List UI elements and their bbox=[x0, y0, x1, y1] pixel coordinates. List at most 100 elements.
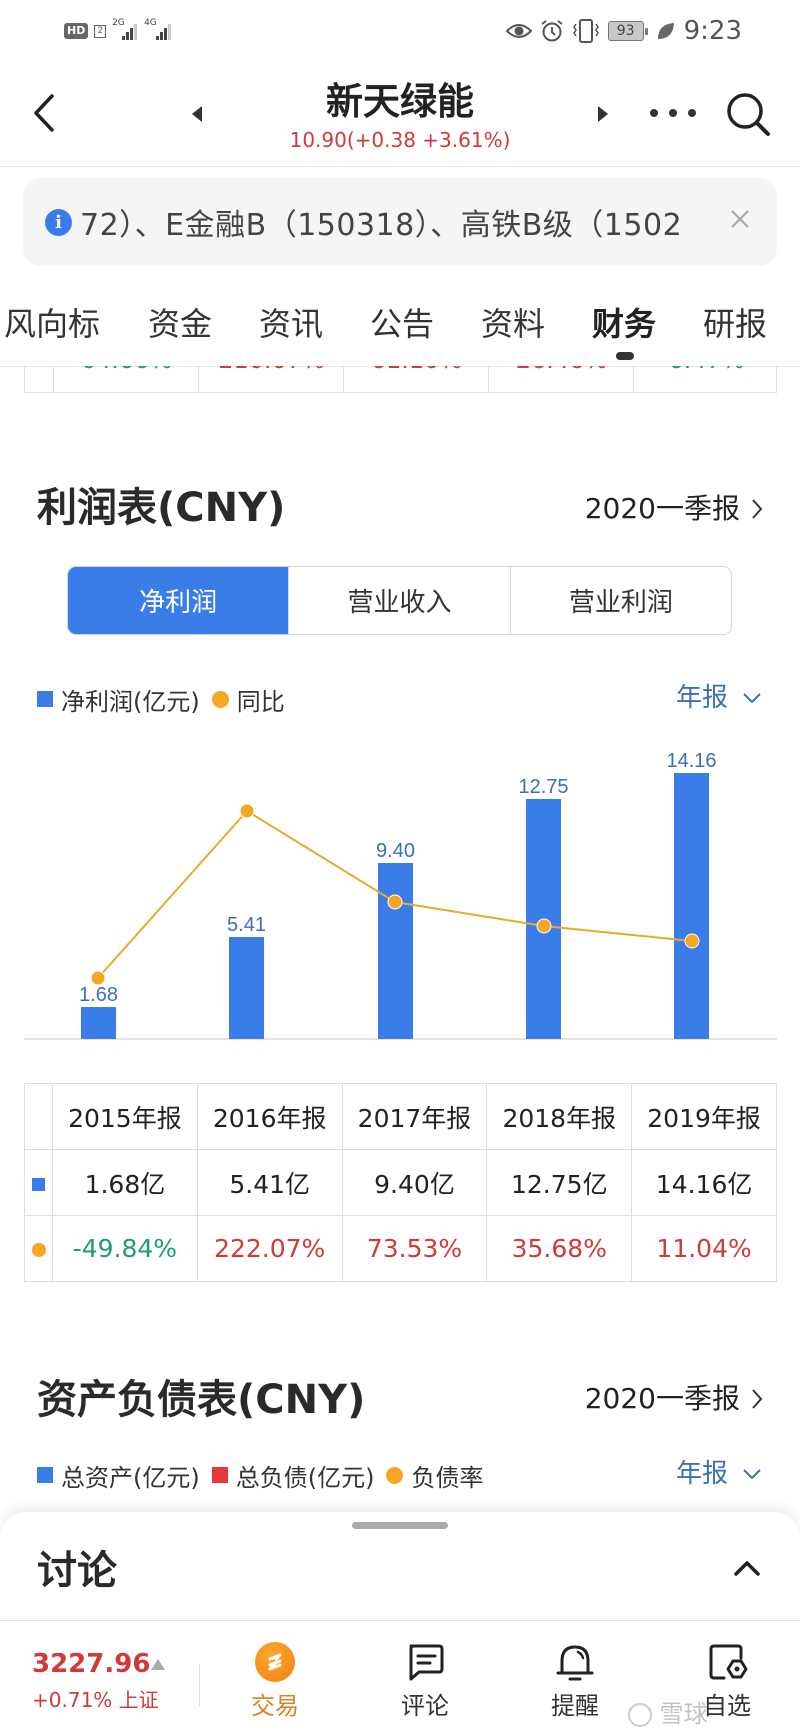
signal-4g-icon: 4G bbox=[144, 18, 174, 40]
frequency-label: 年报 bbox=[675, 1459, 728, 1489]
watermark-logo-icon bbox=[628, 1703, 652, 1727]
nav-alert[interactable]: 提醒 bbox=[525, 1640, 625, 1730]
income-metric-selector: 净利润 营业收入 营业利润 bbox=[67, 566, 732, 635]
table-cell: 5.41亿 bbox=[196, 1149, 343, 1216]
search-icon bbox=[727, 93, 770, 136]
legend-yoy: 同比 bbox=[236, 687, 285, 716]
bar-label: 9.40 bbox=[376, 840, 415, 862]
income-period-link[interactable]: 2020一季报 bbox=[585, 490, 764, 528]
segment-net-profit[interactable]: 净利润 bbox=[68, 567, 289, 634]
bar-2016 bbox=[229, 937, 264, 1039]
bar-2017 bbox=[378, 863, 413, 1039]
close-banner-button[interactable] bbox=[725, 204, 755, 234]
active-tab-indicator bbox=[616, 352, 634, 360]
chevron-left-icon bbox=[34, 94, 54, 132]
chevron-down-icon bbox=[743, 693, 761, 704]
search-button[interactable] bbox=[724, 90, 772, 138]
tab-financials[interactable]: 财务 bbox=[592, 305, 657, 343]
tab-profile[interactable]: 资料 bbox=[481, 305, 546, 343]
table-cell: 14.16亿 bbox=[631, 1149, 777, 1216]
legend-square-icon bbox=[211, 1467, 228, 1483]
more-dot-icon bbox=[650, 109, 658, 117]
bar-2019 bbox=[674, 773, 709, 1039]
balance-sheet-title: 资产负债表(CNY) bbox=[37, 1377, 366, 1423]
sheet-drag-handle[interactable] bbox=[352, 1522, 448, 1529]
table-cell: 1.68亿 bbox=[52, 1149, 198, 1216]
legend-total-assets: 总资产(亿元) bbox=[61, 1463, 200, 1492]
table-header-row: 2015年报 2016年报 2017年报 2018年报 2019年报 bbox=[24, 1083, 777, 1150]
nav-watchlist-label: 自选 bbox=[703, 1692, 751, 1720]
balance-frequency-dropdown[interactable]: 年报 bbox=[676, 1456, 762, 1492]
column-header: 2017年报 bbox=[341, 1083, 488, 1150]
next-stock-button[interactable] bbox=[594, 104, 612, 124]
tab-research[interactable]: 研报 bbox=[703, 305, 768, 343]
period-label: 2020一季报 bbox=[584, 1382, 740, 1415]
nav-trade[interactable]: 交易 bbox=[225, 1640, 325, 1730]
table-cell: 35.68% bbox=[486, 1215, 633, 1282]
legend-dot-icon bbox=[211, 690, 229, 708]
previous-stock-button[interactable] bbox=[188, 104, 206, 124]
stock-quote: 10.90(+0.38 +3.61%) bbox=[289, 128, 511, 152]
more-button[interactable] bbox=[650, 106, 696, 120]
bar-label: 1.68 bbox=[79, 984, 118, 1006]
balance-period-link[interactable]: 2020一季报 bbox=[585, 1380, 764, 1418]
segment-operating-profit[interactable]: 营业利润 bbox=[509, 567, 731, 634]
tab-funds[interactable]: 资金 bbox=[148, 305, 213, 343]
discussion-title: 讨论 bbox=[37, 1548, 117, 1594]
triangle-left-icon bbox=[192, 106, 202, 122]
stock-name: 新天绿能 bbox=[326, 80, 474, 123]
index-change[interactable]: +0.71% 上证 bbox=[32, 1688, 159, 1712]
income-statement-title: 利润表(CNY) bbox=[37, 485, 286, 531]
table-cell: 12.75亿 bbox=[486, 1149, 633, 1216]
column-header: 2015年报 bbox=[52, 1083, 198, 1150]
period-label: 2020一季报 bbox=[584, 492, 740, 525]
segment-revenue[interactable]: 营业收入 bbox=[288, 567, 509, 634]
chevron-up-icon bbox=[734, 1561, 760, 1576]
hd-voice-icon: HD bbox=[64, 23, 89, 39]
net-profit-table: 2015年报 2016年报 2017年报 2018年报 2019年报 1.68亿… bbox=[24, 1083, 777, 1282]
back-button[interactable] bbox=[28, 92, 60, 134]
clock: 9:23 bbox=[683, 16, 742, 46]
status-bar-right: 93 9:23 bbox=[505, 14, 742, 48]
yoy-points bbox=[90, 803, 700, 986]
tab-news[interactable]: 资讯 bbox=[259, 305, 324, 343]
table-row-yoy: -49.84% 222.07% 73.53% 35.68% 11.04% bbox=[24, 1215, 777, 1282]
frequency-label: 年报 bbox=[675, 683, 728, 713]
nav-alert-label: 提醒 bbox=[551, 1692, 599, 1720]
table-cell: -49.84% bbox=[52, 1215, 198, 1282]
legend-debt-ratio: 负债率 bbox=[411, 1463, 484, 1492]
header-divider bbox=[0, 166, 800, 167]
index-value[interactable]: 3227.96 bbox=[32, 1649, 151, 1679]
bar-labels: 1.68 5.41 9.40 12.75 14.16 bbox=[79, 750, 717, 1006]
legend-dot-icon bbox=[386, 1466, 404, 1484]
bottom-bar-divider bbox=[199, 1664, 200, 1706]
info-icon: i bbox=[45, 208, 72, 236]
more-dot-icon bbox=[688, 109, 696, 117]
discussion-sheet bbox=[0, 1512, 800, 1733]
sim-2-icon: 2 bbox=[94, 24, 107, 38]
tab-fengxiangbiao[interactable]: 风向标 bbox=[4, 305, 101, 343]
nav-watchlist[interactable]: 自选 bbox=[677, 1640, 777, 1730]
vibrate-icon bbox=[572, 19, 599, 43]
chevron-down-icon bbox=[743, 1469, 761, 1480]
signal-2g-icon: 2G bbox=[112, 18, 138, 40]
table-cell: 9.40亿 bbox=[341, 1149, 488, 1216]
table-row-net-profit: 1.68亿 5.41亿 9.40亿 12.75亿 14.16亿 bbox=[24, 1149, 777, 1216]
status-bar-left: HD 2 2G 4G bbox=[64, 18, 174, 42]
tab-announcements[interactable]: 公告 bbox=[370, 305, 435, 343]
report-frequency-dropdown[interactable]: 年报 bbox=[676, 680, 762, 716]
dot-marker-icon bbox=[31, 1243, 46, 1257]
nav-comment[interactable]: 评论 bbox=[375, 1640, 475, 1730]
notice-banner[interactable]: i 72）、E金融B（150318）、高铁B级（1502 bbox=[23, 178, 777, 266]
triangle-right-icon bbox=[598, 106, 608, 122]
legend-square-icon bbox=[37, 1467, 53, 1483]
bar-label: 12.75 bbox=[518, 776, 568, 798]
eye-icon bbox=[505, 24, 532, 38]
leaf-icon bbox=[657, 23, 674, 39]
bar-2015 bbox=[81, 1007, 116, 1039]
bar-label: 14.16 bbox=[666, 750, 716, 772]
tab-bar: 风向标 资金 资讯 公告 资料 财务 研报 bbox=[0, 290, 800, 365]
more-dot-icon bbox=[669, 109, 677, 117]
chevron-right-icon bbox=[752, 1389, 763, 1409]
expand-discussion-button[interactable] bbox=[732, 1556, 762, 1580]
